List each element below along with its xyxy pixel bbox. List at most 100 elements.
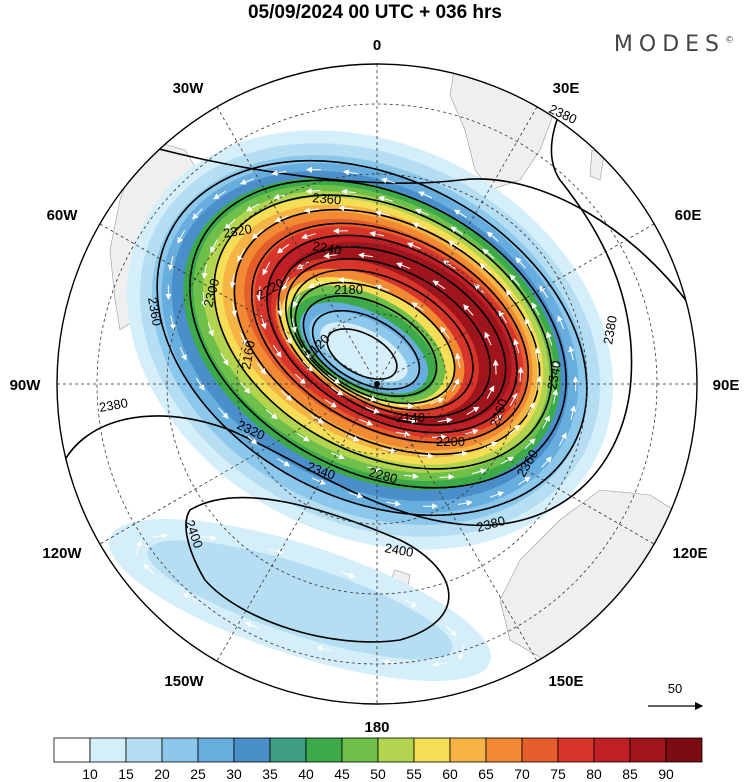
contour-label-2160: 2160 bbox=[238, 339, 258, 370]
wind-vector-arrow bbox=[201, 534, 217, 541]
contour-2320 bbox=[213, 194, 553, 470]
wind-vector-arrow bbox=[302, 347, 312, 360]
colorbar-swatch bbox=[125, 737, 163, 763]
reference-vector-label: 50 bbox=[668, 681, 682, 696]
lon-label-150e: 150E bbox=[548, 673, 583, 690]
wind-vector-arrow bbox=[210, 239, 218, 253]
colorbar-swatch bbox=[557, 737, 595, 763]
contour-label-2360-w: 2360 bbox=[145, 296, 165, 327]
contour-2220 bbox=[284, 258, 492, 418]
wind-vector-arrow bbox=[406, 242, 421, 250]
lon-label-60e: 60E bbox=[675, 207, 702, 224]
colorbar-tick-label: 20 bbox=[154, 766, 170, 782]
wind-vector-arrow bbox=[284, 330, 292, 345]
wind-vector-arrow bbox=[463, 304, 474, 316]
lon-label-90w: 90W bbox=[10, 377, 42, 394]
contour-2360 bbox=[156, 159, 588, 517]
contour-label-2300: 2300 bbox=[200, 277, 222, 309]
wind-vector-arrow bbox=[531, 302, 540, 316]
wind-vector-arrow bbox=[402, 417, 418, 424]
contour-2180 bbox=[294, 281, 456, 405]
wind-vector-arrow bbox=[362, 395, 377, 402]
wind-vector-arrow bbox=[292, 294, 301, 308]
wind-vector-arrow bbox=[305, 188, 321, 195]
colorbar-tick-label: 45 bbox=[334, 766, 350, 782]
wind-vector-arrow bbox=[375, 210, 390, 217]
colorbar-swatch bbox=[53, 737, 91, 763]
wind-vector-arrow bbox=[244, 621, 259, 629]
reference-vector: 50 bbox=[648, 681, 704, 711]
wind-vector-arrow bbox=[539, 285, 549, 299]
wind-vector-arrow bbox=[404, 599, 418, 607]
wind-vector-arrow bbox=[311, 477, 326, 485]
wind-vector-arrow bbox=[358, 252, 374, 259]
wind-vector-arrow bbox=[192, 208, 203, 220]
height-contours bbox=[59, 89, 697, 643]
wind-vector-arrow bbox=[277, 458, 291, 467]
wind-vector-arrow bbox=[201, 264, 208, 280]
wind-vector-arrow bbox=[237, 248, 245, 263]
wind-vector-arrow bbox=[509, 274, 520, 286]
wind-vector-arrow bbox=[280, 390, 293, 401]
wind-vector-arrow bbox=[217, 407, 229, 419]
wind-vector-arrow bbox=[505, 289, 516, 302]
wind-vector-arrow bbox=[262, 261, 271, 276]
colorbar-swatch bbox=[341, 737, 379, 763]
wind-vector-arrow bbox=[380, 177, 396, 184]
contour-label-2240: 2240 bbox=[311, 238, 342, 258]
wind-vector-arrow bbox=[195, 377, 205, 391]
colorbar-tick-label: 50 bbox=[370, 766, 386, 782]
wind-vector-arrow bbox=[168, 256, 174, 271]
colorbar-tick-label: 30 bbox=[226, 766, 242, 782]
wind-vector-arrow bbox=[311, 414, 325, 424]
wind-vector-arrow bbox=[508, 424, 521, 436]
wind-vector-arrow bbox=[440, 326, 450, 339]
wind-vector-arrow bbox=[277, 301, 284, 317]
contour-label-2380-s: 2380 bbox=[475, 513, 507, 535]
contour-2380-north bbox=[154, 147, 697, 321]
contour-2140 bbox=[311, 309, 421, 391]
colorbar-tick-label: 35 bbox=[262, 766, 278, 782]
wind-vector-arrow bbox=[177, 230, 186, 244]
colorbar-tick-label: 90 bbox=[658, 766, 674, 782]
wind-vector-arrow bbox=[439, 473, 455, 480]
wind-vector-arrow bbox=[382, 447, 397, 454]
wind-vector-arrow bbox=[415, 208, 430, 216]
colorbar-tick-label: 10 bbox=[82, 766, 98, 782]
wind-vector-arrow bbox=[524, 438, 536, 450]
wind-vector-arrow bbox=[536, 375, 543, 391]
wind-vector-arrow bbox=[386, 500, 402, 507]
wind-vector-arrow bbox=[464, 428, 479, 435]
contour-label-2380-w: 2380 bbox=[98, 395, 129, 415]
wind-vector-arrow bbox=[323, 252, 339, 259]
wind-vector-arrow bbox=[271, 170, 287, 176]
wind-vector-arrow bbox=[525, 317, 533, 332]
lon-label-180: 180 bbox=[364, 719, 389, 736]
colorbar-swatch bbox=[521, 737, 559, 763]
wind-vector-arrow bbox=[395, 431, 411, 437]
wind-vector-arrow bbox=[437, 417, 453, 424]
wind-vector-arrow bbox=[568, 345, 575, 361]
wind-vector-arrow bbox=[517, 476, 531, 486]
colorbar-tick-label: 80 bbox=[586, 766, 602, 782]
contour-label-2280: 2280 bbox=[367, 464, 399, 486]
wind-vector-arrow bbox=[552, 360, 559, 376]
wind-vector-arrow bbox=[558, 432, 567, 446]
longitude-labels: 0 30E 60E 90E 120E 150E 180 150W 120W 90… bbox=[10, 37, 740, 736]
wind-vector-arrow bbox=[492, 359, 499, 375]
wind-vector-arrow bbox=[213, 190, 227, 200]
wind-vector-arrow bbox=[486, 385, 495, 399]
colorbar-tick-label: 85 bbox=[622, 766, 638, 782]
wind-vector-arrow bbox=[479, 263, 492, 274]
lon-label-120e: 120E bbox=[672, 545, 707, 562]
wind-vector-arrow bbox=[274, 215, 289, 223]
wind-vector-arrow bbox=[256, 362, 267, 375]
lon-label-60w: 60W bbox=[47, 207, 79, 224]
wind-vector-arrow bbox=[500, 456, 515, 465]
wind-vector-arrow bbox=[430, 397, 445, 405]
wind-vector-arrow bbox=[378, 195, 393, 202]
contour-label-2180: 2180 bbox=[334, 282, 363, 297]
wind-vector-arrow bbox=[489, 491, 505, 498]
wind-vector-arrow bbox=[513, 338, 520, 354]
